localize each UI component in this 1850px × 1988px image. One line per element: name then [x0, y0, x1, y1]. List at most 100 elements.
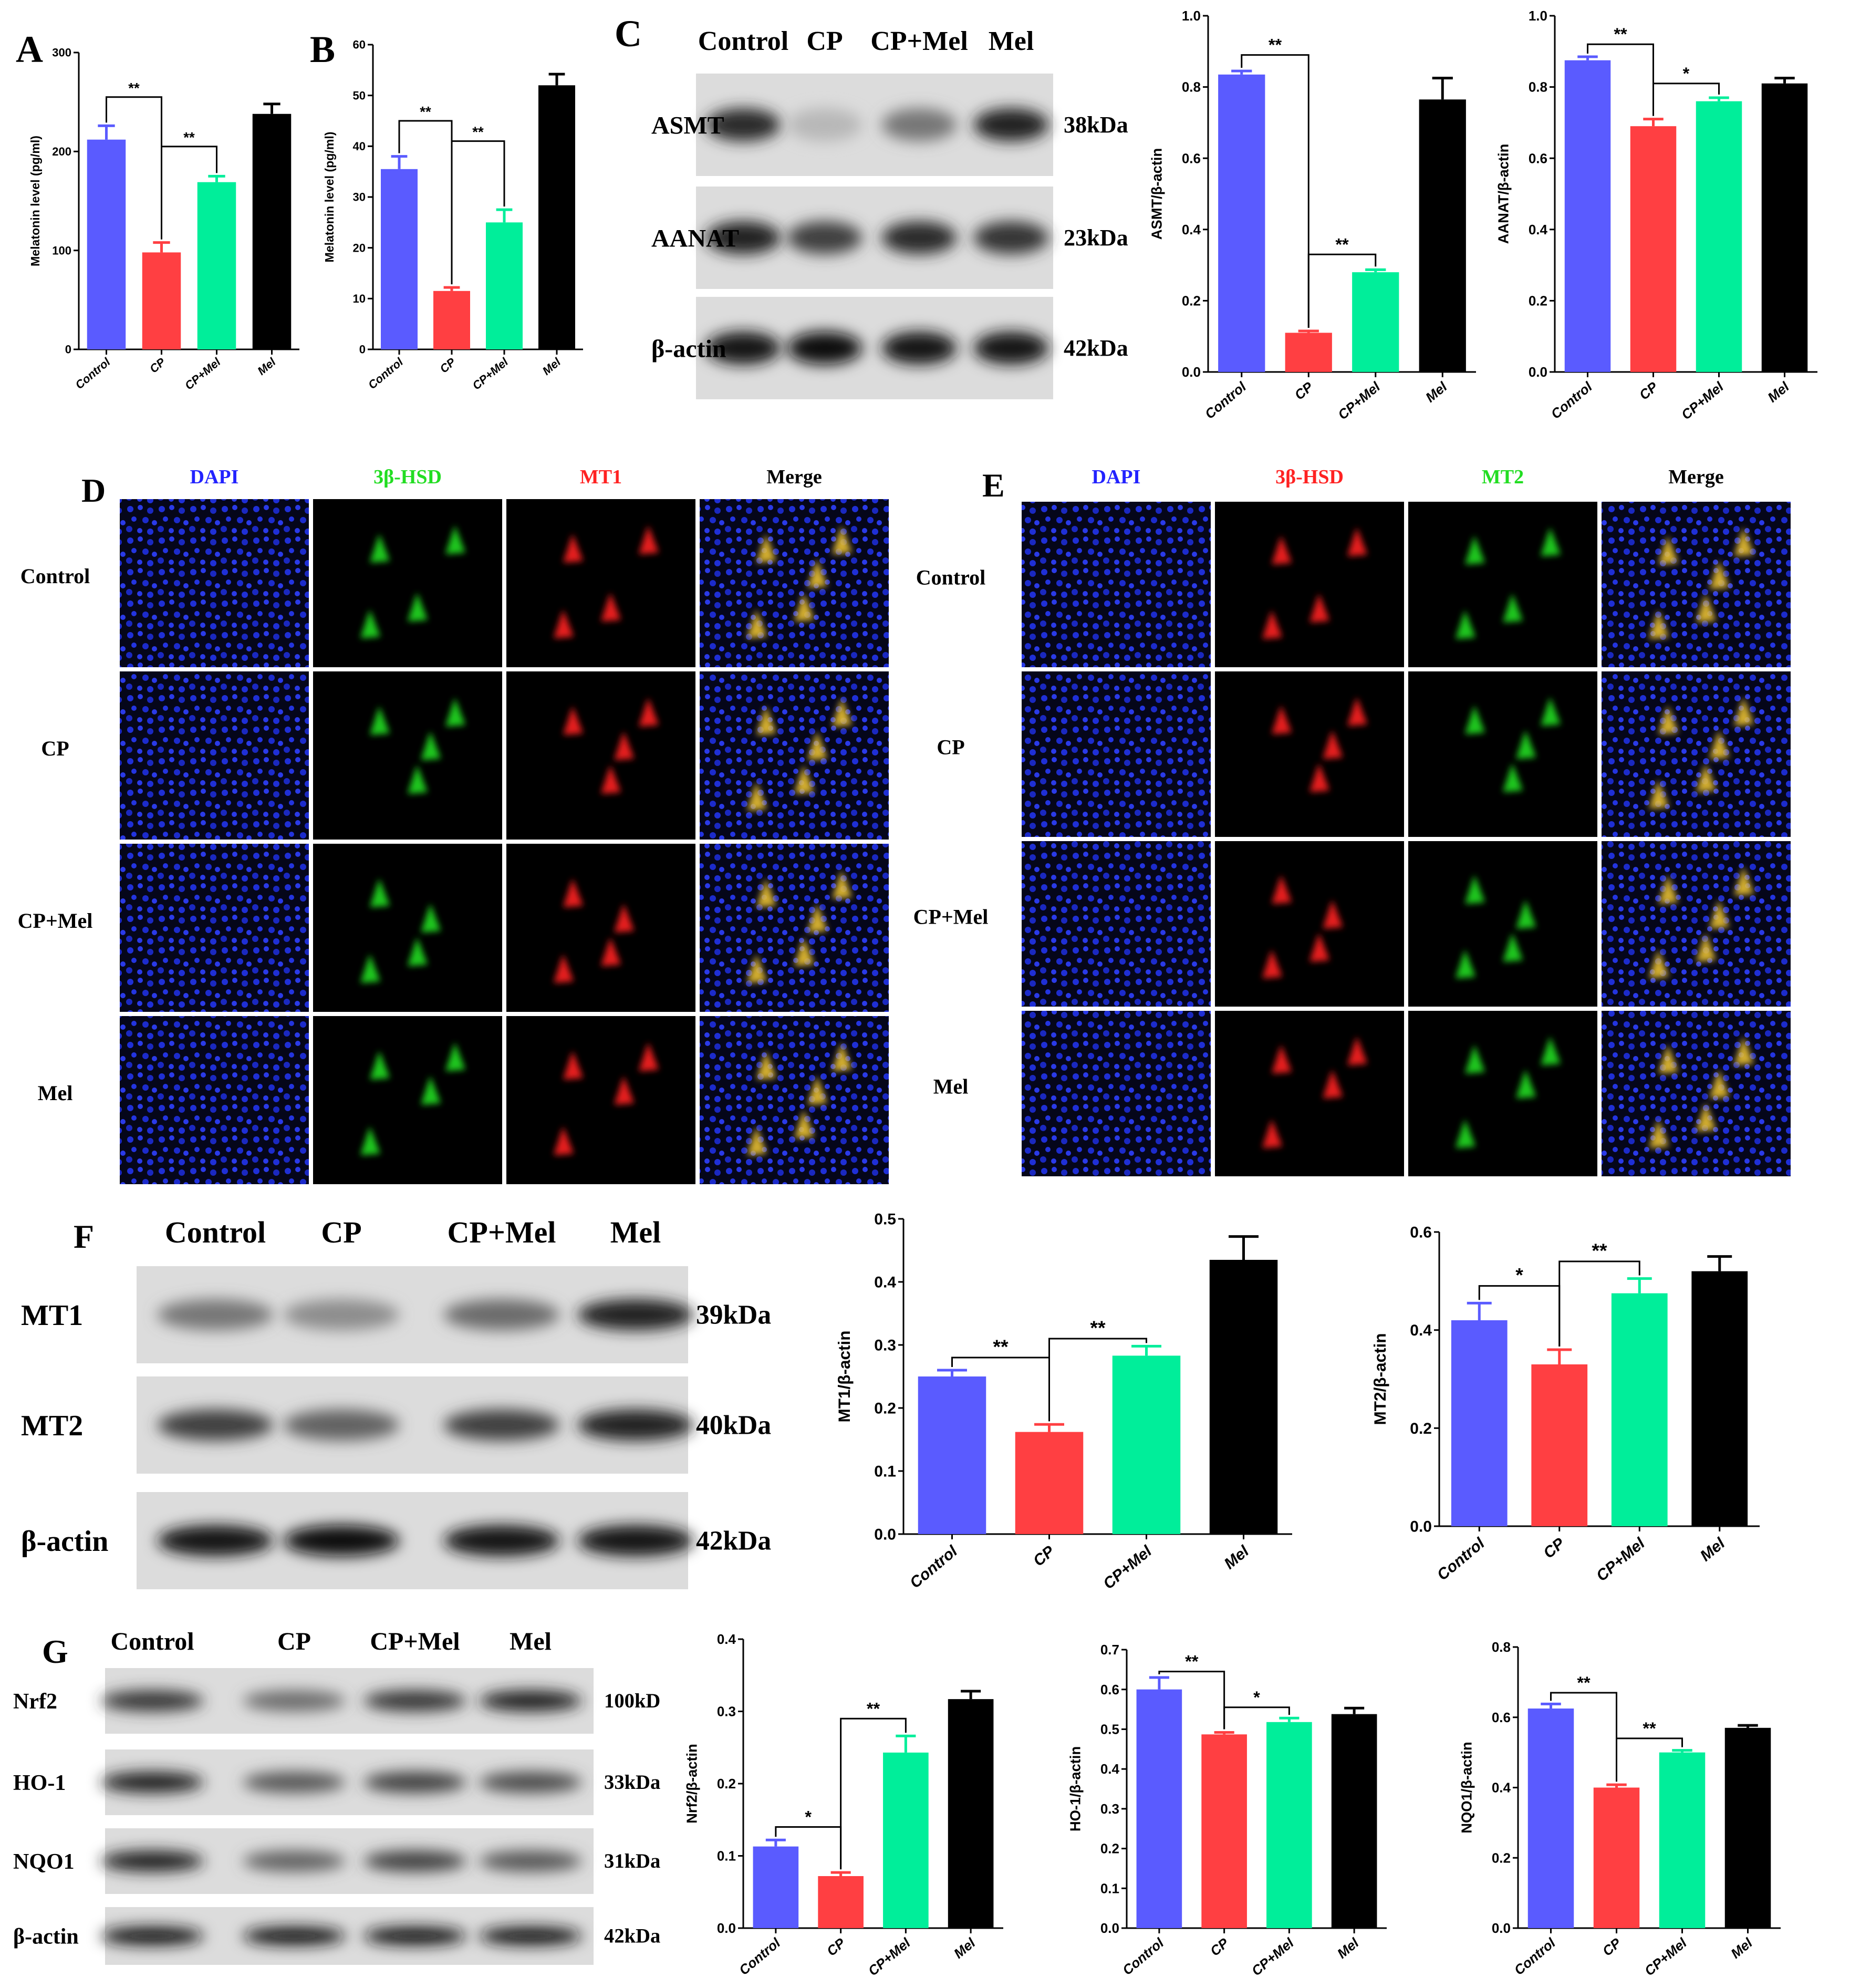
chart-g-nrf2: 0.0 0.1 0.2 0.3 0.4 Nrf2/β-actin Control CP CP+M… — [684, 1631, 1003, 1979]
lane-label: CP — [321, 1215, 361, 1249]
x-tick-label: Mel — [1221, 1542, 1252, 1573]
y-tick-label: 30 — [353, 191, 366, 204]
x-tick-label: CP — [438, 355, 459, 376]
bar — [1331, 1714, 1377, 1928]
stained-cell — [1347, 527, 1367, 556]
y-tick-label: 1.0 — [1529, 8, 1547, 24]
panel-letter-g: G — [42, 1633, 68, 1670]
micrograph — [506, 671, 695, 840]
bar — [1696, 101, 1742, 372]
significance-label: ** — [993, 1335, 1009, 1358]
bar — [1691, 1271, 1748, 1526]
x-tick-label: Control — [907, 1542, 961, 1592]
blot-band — [479, 1850, 582, 1872]
bar — [1209, 1260, 1278, 1534]
y-tick-label: 0.5 — [874, 1211, 896, 1228]
x-tick-label: Mel — [1697, 1535, 1729, 1565]
immunofluorescence-d: DAPI 3β-HSD MT1 Merge Control CP CP+Mel Mel — [18, 466, 889, 1184]
channel-label: DAPI — [190, 466, 239, 488]
stained-cell — [408, 765, 428, 794]
y-tick-label: 0.3 — [717, 1704, 736, 1720]
channel-label: 3β-HSD — [1275, 466, 1344, 488]
stained-cell — [1709, 730, 1730, 759]
micrograph — [1215, 1011, 1404, 1176]
y-axis-label: AANAT/β-actin — [1495, 144, 1512, 244]
stained-cell — [832, 1042, 852, 1071]
blot-band — [363, 1927, 466, 1945]
x-tick-label: Mel — [1422, 378, 1450, 405]
bar — [486, 222, 523, 349]
channel-label: Merge — [766, 466, 822, 488]
chart-g-ho1: 0.0 0.1 0.2 0.3 0.4 0.5 0.6 0.7 HO-1/β-actin Cont… — [1067, 1642, 1387, 1979]
stained-cell — [1272, 875, 1292, 904]
blot-band — [881, 108, 957, 141]
kda-label: 100kD — [604, 1690, 660, 1712]
blot-band — [787, 108, 862, 141]
blot-band — [283, 1409, 400, 1441]
significance-label: ** — [1643, 1719, 1656, 1738]
micrograph — [1408, 502, 1597, 667]
y-tick-label: 20 — [353, 241, 366, 254]
micrograph — [1408, 671, 1597, 837]
blot-band — [881, 332, 957, 365]
kda-label: 42kDa — [604, 1925, 660, 1948]
bar — [1527, 1709, 1574, 1928]
bar — [948, 1699, 994, 1928]
stained-cell — [1734, 866, 1754, 896]
micrograph — [506, 844, 695, 1012]
chart-f-mt2: 0.0 0.2 0.4 0.6 MT2/β-actin Control CP CP+Mel Me… — [1370, 1224, 1760, 1585]
x-tick-label: CP+Mel — [182, 355, 223, 392]
y-tick-label: 0.2 — [1182, 293, 1201, 309]
protein-label: HO-1 — [13, 1771, 66, 1795]
bar — [87, 139, 126, 349]
stained-cell — [1734, 697, 1754, 726]
significance-bracket — [451, 140, 505, 285]
x-tick-label: CP+Mel — [1641, 1934, 1690, 1979]
stained-cell — [1262, 1119, 1282, 1148]
micrograph — [700, 499, 889, 667]
kda-label: 42kDa — [696, 1526, 771, 1556]
stained-cell — [1516, 899, 1536, 929]
x-tick-label: Control — [73, 355, 113, 392]
micrograph — [1602, 841, 1791, 1007]
significance-label: ** — [1335, 235, 1349, 254]
stained-cell — [421, 904, 441, 933]
bar — [1564, 60, 1611, 372]
bar — [1218, 74, 1265, 372]
stained-cell — [756, 706, 776, 735]
lane-label: CP — [277, 1628, 311, 1655]
bar — [1201, 1734, 1247, 1928]
micrograph — [1408, 841, 1597, 1007]
bar — [1630, 126, 1677, 372]
stained-cell — [1658, 705, 1678, 734]
bar — [883, 1752, 929, 1928]
bar — [1611, 1293, 1668, 1526]
x-tick-label: Control — [1434, 1535, 1488, 1584]
y-tick-label: 0.0 — [1410, 1518, 1432, 1536]
x-tick-label: CP — [1207, 1934, 1232, 1959]
x-tick-label: Mel — [255, 355, 278, 378]
x-tick-label: Mel — [1728, 1934, 1755, 1961]
significance-label: ** — [183, 129, 195, 146]
y-tick-label: 0.0 — [874, 1526, 896, 1544]
y-tick-label: 0 — [65, 343, 71, 356]
significance-bracket — [1616, 1737, 1683, 1782]
significance-label: ** — [128, 80, 140, 96]
stained-cell — [1709, 899, 1730, 929]
blot-band — [243, 1850, 346, 1872]
y-tick-label: 0.3 — [1100, 1801, 1119, 1817]
significance-label: ** — [472, 124, 484, 140]
stained-cell — [1503, 763, 1523, 792]
micrograph — [1408, 1011, 1597, 1176]
stained-cell — [1262, 610, 1282, 639]
stained-cell — [832, 870, 852, 899]
stained-cell — [1309, 593, 1329, 623]
y-tick-label: 0.4 — [1492, 1780, 1511, 1796]
x-tick-label: Control — [366, 355, 406, 392]
x-tick-label: CP — [1636, 378, 1661, 403]
stained-cell — [747, 609, 767, 638]
stained-cell — [1503, 593, 1523, 623]
y-tick-label: 0.6 — [1410, 1224, 1432, 1241]
significance-bracket — [1652, 82, 1720, 116]
micrograph — [700, 671, 889, 840]
